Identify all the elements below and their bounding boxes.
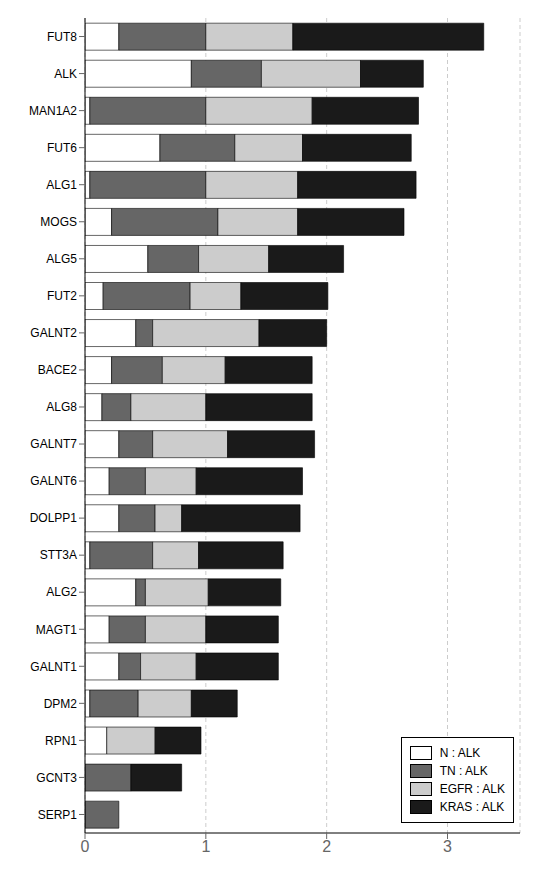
svg-text:MAN1A2: MAN1A2 <box>29 104 77 118</box>
svg-text:ALK: ALK <box>54 67 77 81</box>
svg-text:GALNT2: GALNT2 <box>30 326 77 340</box>
svg-text:GALNT6: GALNT6 <box>30 474 77 488</box>
svg-text:GCNT3: GCNT3 <box>36 771 77 785</box>
svg-text:ALG2: ALG2 <box>46 585 77 599</box>
html-text:N : ALK: N : ALK <box>439 746 481 760</box>
svg-text:3: 3 <box>443 838 452 855</box>
svg-text:RPN1: RPN1 <box>45 734 77 748</box>
svg-text:DPM2: DPM2 <box>44 697 78 711</box>
svg-text:ALG1: ALG1 <box>46 178 77 192</box>
html-text:KRAS : ALK: KRAS : ALK <box>439 800 505 814</box>
svg-text:FUT8: FUT8 <box>47 30 77 44</box>
svg-text:1: 1 <box>201 838 210 855</box>
svg-text:MAGT1: MAGT1 <box>36 623 78 637</box>
svg-text:MOGS: MOGS <box>40 215 77 229</box>
svg-text:FUT6: FUT6 <box>47 141 77 155</box>
svg-text:0: 0 <box>81 838 90 855</box>
svg-text:BACE2: BACE2 <box>38 363 78 377</box>
html-text:EGFR : ALK: EGFR : ALK <box>439 782 505 796</box>
svg-text:ALG5: ALG5 <box>46 252 77 266</box>
svg-text:GALNT1: GALNT1 <box>30 660 77 674</box>
svg-text:2: 2 <box>322 838 331 855</box>
svg-text:STT3A: STT3A <box>40 548 77 562</box>
svg-text:DOLPP1: DOLPP1 <box>30 511 78 525</box>
svg-text:FUT2: FUT2 <box>47 289 77 303</box>
svg-text:GALNT7: GALNT7 <box>30 437 77 451</box>
svg-text:SERP1: SERP1 <box>38 808 78 822</box>
html-text:TN : ALK: TN : ALK <box>439 764 488 778</box>
svg-text:ALG8: ALG8 <box>46 400 77 414</box>
